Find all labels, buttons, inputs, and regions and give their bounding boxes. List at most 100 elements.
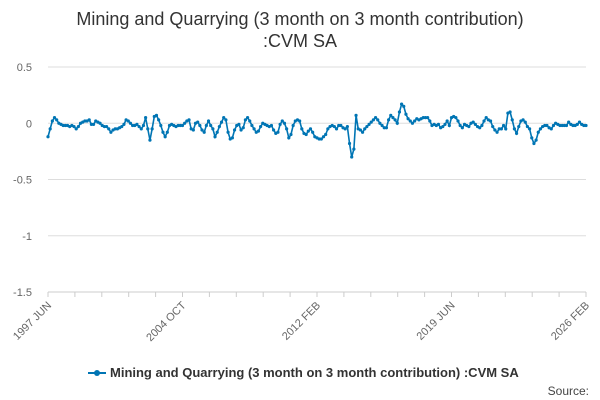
data-point (232, 128, 237, 132)
data-point (200, 128, 204, 132)
y-tick-label: -0.5 (13, 175, 32, 187)
chart-title-line-2: :CVM SA (263, 31, 337, 51)
data-point (408, 119, 412, 123)
data-point (499, 127, 503, 131)
data-point (380, 123, 384, 128)
data-point (109, 130, 113, 134)
data-point (48, 127, 52, 131)
data-point (104, 125, 109, 129)
source-label: Source: (548, 384, 589, 398)
data-point (252, 127, 256, 131)
x-tick-label: 2026 FEB (549, 300, 592, 343)
data-point (324, 132, 328, 137)
data-point (202, 130, 206, 134)
data-point (484, 116, 488, 120)
data-point (467, 125, 471, 129)
data-point (504, 127, 508, 131)
data-point (501, 123, 506, 128)
data-point (523, 120, 527, 124)
data-point (584, 123, 588, 128)
data-point (250, 123, 254, 128)
data-point (304, 132, 308, 137)
data-point (157, 118, 161, 122)
data-point (98, 121, 102, 125)
data-point (443, 122, 447, 126)
data-point (206, 119, 211, 123)
data-point (491, 125, 495, 129)
data-point (536, 130, 540, 134)
data-point (564, 123, 569, 128)
data-point (224, 118, 228, 122)
data-point (259, 125, 263, 129)
data-point (404, 112, 408, 116)
data-point (458, 123, 462, 128)
data-point (512, 127, 517, 131)
data-point (332, 125, 336, 129)
data-point (386, 118, 391, 122)
data-point (321, 135, 326, 139)
data-point (269, 123, 274, 128)
data-point (460, 126, 464, 130)
data-point (471, 120, 475, 124)
data-point (150, 127, 154, 131)
data-point (285, 127, 289, 131)
data-point (447, 123, 451, 128)
data-point (209, 123, 213, 128)
data-point (402, 104, 406, 108)
data-point (352, 147, 356, 151)
data-point (204, 123, 208, 128)
grid-lines (48, 66, 586, 293)
legend-point-marker (94, 370, 100, 376)
data-point (55, 118, 59, 122)
data-point (436, 122, 441, 126)
data-point (139, 127, 143, 131)
data-point (245, 116, 250, 120)
data-point (549, 127, 553, 131)
data-point (161, 130, 165, 134)
data-point (243, 118, 248, 122)
data-point (198, 123, 202, 128)
data-point (567, 120, 571, 124)
data-point (514, 131, 519, 135)
x-tick-label: 2019 JUN (415, 300, 458, 343)
data-point (211, 127, 215, 131)
x-tick-label: 2004 OCT (144, 299, 189, 344)
data-point (488, 119, 493, 123)
data-point (343, 127, 347, 131)
y-tick-label: -1.5 (13, 287, 32, 299)
data-point (46, 135, 50, 139)
data-point (326, 127, 330, 131)
data-point (384, 126, 389, 130)
data-point (120, 125, 124, 129)
data-point (400, 102, 404, 106)
data-point (230, 136, 234, 140)
data-point (91, 122, 96, 126)
data-point (530, 136, 534, 140)
data-point (74, 127, 78, 131)
data-point (441, 125, 445, 129)
data-point (373, 116, 378, 120)
data-point (363, 127, 367, 131)
data-point (480, 123, 484, 128)
data-point (298, 119, 302, 123)
data-point (217, 125, 221, 129)
x-axis: 1997 JUN 2004 OCT 2012 FEB 2019 JUN 2026 FEB (11, 291, 592, 344)
data-point (395, 121, 399, 125)
data-point (495, 130, 499, 134)
y-axis: 0.5 0 -0.5 -1 -1.5 (13, 62, 32, 299)
data-point (219, 120, 224, 124)
data-point (389, 113, 393, 117)
data-point (287, 136, 291, 140)
data-point (146, 127, 150, 131)
data-point (525, 125, 530, 129)
data-point (551, 123, 556, 128)
legend-label: Mining and Quarrying (3 month on 3 month… (110, 365, 519, 380)
series-line (47, 102, 586, 158)
data-point (291, 123, 295, 128)
data-point (482, 119, 486, 123)
data-point (183, 121, 187, 125)
data-point (213, 135, 217, 139)
data-point (508, 110, 512, 114)
data-point (445, 119, 449, 123)
